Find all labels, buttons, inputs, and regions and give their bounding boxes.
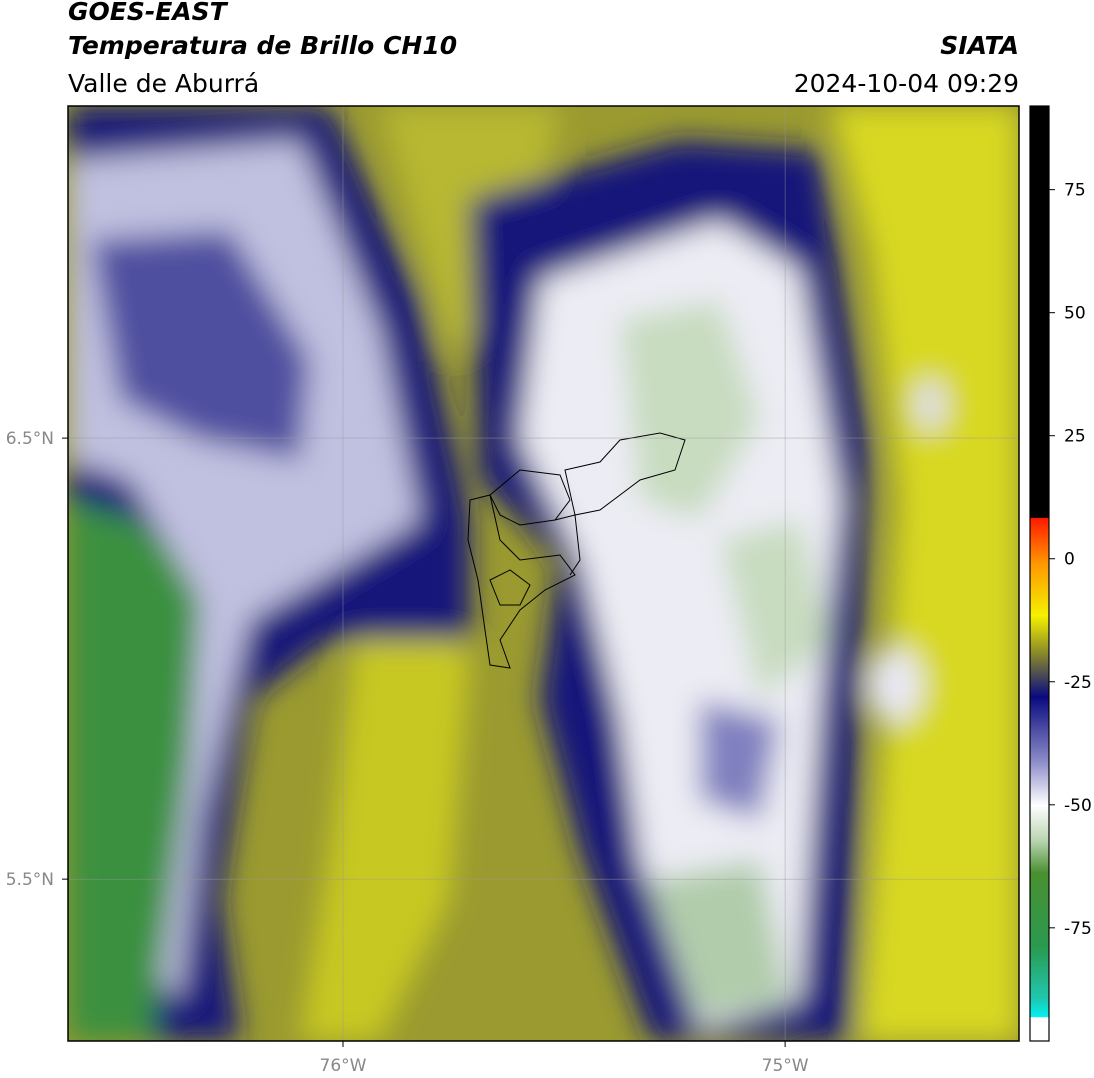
colorbar-tick-label: 50	[1064, 304, 1086, 324]
graticule	[62, 106, 1019, 1047]
colorbar-tick-label: -25	[1064, 673, 1092, 693]
region-subtitle: Valle de Aburrá	[68, 69, 259, 98]
colorbar-tick-label: -75	[1064, 919, 1092, 939]
colorbar-tick-label: -50	[1064, 796, 1092, 816]
x-tick-label: 75°W	[762, 1056, 809, 1076]
source-title: GOES-EAST	[68, 0, 229, 26]
map-frame	[67, 105, 1020, 1042]
y-tick-label: 6.5°N	[6, 429, 54, 449]
product-title: Temperatura de Brillo CH10	[68, 31, 457, 60]
colorbar	[1029, 105, 1050, 1042]
agency-label: SIATA	[940, 31, 1019, 60]
municipal-boundaries	[467, 432, 686, 669]
colorbar-ticks: 75 50 25 0 -25 -50 -75	[1049, 181, 1092, 939]
y-tick-label: 5.5°N	[6, 870, 54, 890]
colorbar-tick-label: 75	[1064, 181, 1086, 201]
colorbar-tick-label: 0	[1064, 550, 1075, 570]
colorbar-tick-label: 25	[1064, 427, 1086, 447]
datetime-label: 2024-10-04 09:29	[794, 69, 1019, 98]
satellite-image	[68, 106, 1019, 1041]
x-tick-label: 76°W	[320, 1056, 367, 1076]
